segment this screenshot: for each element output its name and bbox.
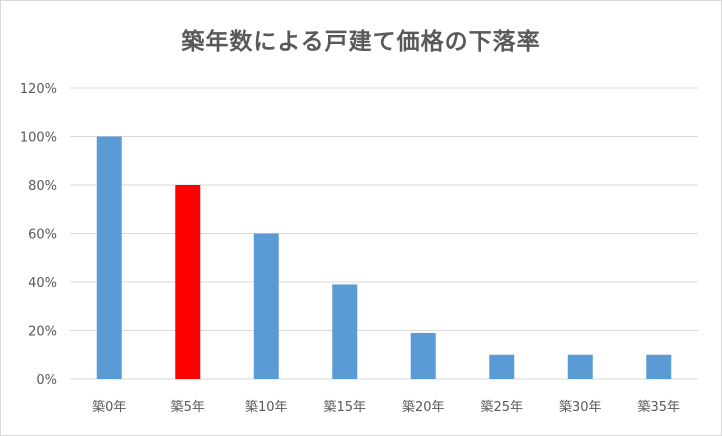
y-tick-label: 20%	[28, 325, 57, 340]
chart-title: 築年数による戸建て価格の下落率	[181, 29, 541, 55]
bar-5	[489, 354, 515, 379]
x-tick-label: 築35年	[637, 400, 680, 415]
x-tick-label: 築25年	[480, 400, 523, 415]
x-tick-label: 築30年	[559, 400, 602, 415]
y-tick-label: 40%	[28, 276, 57, 291]
bar-7	[646, 354, 672, 379]
bar-0	[96, 136, 122, 379]
x-tick-label: 築5年	[171, 400, 205, 415]
y-tick-label: 60%	[28, 228, 57, 243]
x-tick-label: 築20年	[402, 400, 445, 415]
bar-1	[175, 185, 201, 379]
bar-4	[410, 332, 436, 379]
y-tick-label: 80%	[28, 179, 57, 194]
y-tick-label: 120%	[20, 82, 57, 97]
y-tick-label: 100%	[20, 131, 57, 146]
x-tick-label: 築10年	[245, 400, 288, 415]
bar-2	[253, 233, 279, 379]
bars	[96, 136, 672, 379]
bar-3	[332, 284, 358, 379]
x-tick-label: 築0年	[92, 400, 126, 415]
gridlines	[70, 87, 698, 380]
x-axis-tick-labels: 築0年 築5年 築10年 築15年 築20年 築25年 築30年 築35年	[92, 400, 680, 415]
x-tick-label: 築15年	[323, 400, 366, 415]
bar-6	[567, 354, 593, 379]
y-tick-label: 0%	[36, 373, 57, 388]
y-axis-tick-labels: 0% 20% 40% 60% 80% 100% 120%	[20, 82, 57, 388]
